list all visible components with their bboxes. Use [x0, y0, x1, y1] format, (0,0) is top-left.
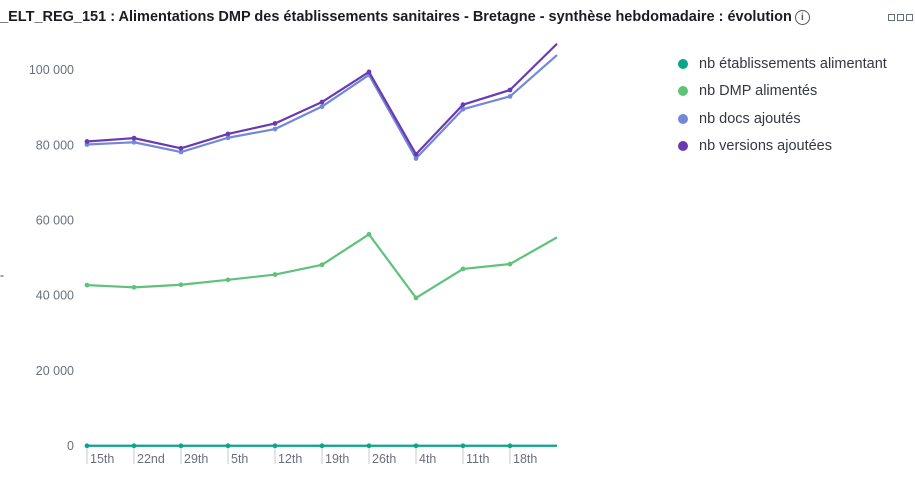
legend-swatch: [678, 86, 688, 97]
data-point: [178, 145, 184, 151]
data-point: [460, 443, 466, 449]
y-tick-label: 0: [67, 439, 74, 453]
x-tick-label: 29th: [184, 452, 208, 466]
data-point: [131, 443, 137, 449]
legend-item[interactable]: nb versions ajoutées: [678, 133, 887, 161]
data-point: [507, 443, 513, 449]
data-point: [84, 139, 90, 144]
data-point: [413, 156, 419, 161]
data-point: [413, 443, 419, 449]
legend-swatch: [678, 141, 688, 152]
y-tick-label: 40 000: [36, 289, 74, 303]
data-point: [131, 284, 137, 290]
legend-swatch: [678, 58, 688, 69]
data-point: [460, 102, 466, 108]
x-tick-label: 5th: [231, 452, 248, 466]
data-point: [225, 443, 231, 449]
panel-title: 3_ELT_REG_151 : Alimentations DMP des ét…: [0, 9, 792, 25]
data-point: [225, 277, 231, 283]
data-point: [272, 121, 278, 126]
chart-legend: nb établissements alimentant nb DMP alime…: [678, 50, 887, 160]
y-tick-label: 100 000: [29, 63, 74, 77]
y-axis-title-marker: -: [0, 268, 4, 282]
data-point: [272, 272, 278, 277]
y-tick-label: 60 000: [36, 213, 74, 227]
y-tick-label: 20 000: [36, 364, 74, 378]
legend-label: nb versions ajoutées: [699, 138, 832, 155]
info-icon[interactable]: i: [794, 9, 810, 25]
legend-label: nb DMP alimentés: [699, 83, 818, 100]
legend-item[interactable]: nb établissements alimentant: [678, 50, 887, 78]
data-point: [319, 104, 325, 109]
x-tick-label: 26th: [372, 452, 396, 466]
data-point: [319, 262, 325, 268]
panel-options-icon[interactable]: [888, 10, 914, 24]
legend-item[interactable]: nb docs ajoutés: [678, 105, 887, 133]
data-point: [366, 231, 372, 237]
data-point: [178, 149, 184, 155]
x-tick-label: 22nd: [137, 452, 165, 466]
data-point: [272, 126, 278, 132]
data-point: [225, 131, 231, 137]
x-tick-label: 11th: [466, 452, 489, 466]
data-point: [319, 443, 325, 449]
series-line: [86, 42, 558, 156]
x-tick-label: 18th: [513, 452, 537, 466]
data-point: [178, 282, 184, 288]
data-point: [413, 151, 419, 157]
data-point: [131, 135, 137, 141]
data-point: [272, 443, 278, 449]
data-point: [178, 443, 184, 449]
data-point: [131, 139, 137, 145]
data-point: [84, 443, 90, 449]
data-point: [507, 93, 513, 99]
x-tick-label: 19th: [325, 452, 349, 466]
data-point: [225, 135, 231, 141]
data-point: [507, 87, 513, 93]
panel-title-bar: 3_ELT_REG_151 : Alimentations DMP des ét…: [0, 6, 810, 28]
legend-label: nb docs ajoutés: [699, 110, 801, 127]
data-point: [319, 99, 325, 105]
legend-label: nb établissements alimentant: [699, 55, 887, 72]
data-point: [413, 295, 419, 301]
x-tick-label: 4th: [419, 452, 436, 466]
data-point: [84, 282, 90, 288]
x-tick-label: 15th: [90, 452, 114, 466]
data-point: [460, 266, 466, 272]
data-point: [507, 261, 513, 267]
data-point: [460, 106, 466, 112]
data-point: [366, 69, 372, 75]
x-tick-label: 12th: [278, 452, 302, 466]
data-point: [366, 443, 372, 449]
legend-item[interactable]: nb DMP alimentés: [678, 78, 887, 106]
legend-swatch: [678, 113, 688, 124]
y-tick-label: 80 000: [36, 138, 74, 152]
